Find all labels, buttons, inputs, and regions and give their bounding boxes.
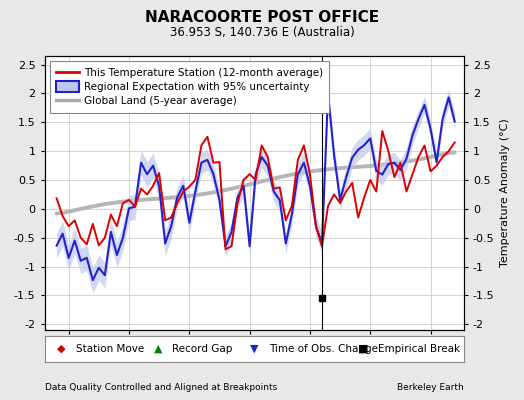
- Text: Station Move: Station Move: [76, 344, 144, 354]
- Y-axis label: Temperature Anomaly (°C): Temperature Anomaly (°C): [500, 119, 510, 267]
- Text: NARACOORTE POST OFFICE: NARACOORTE POST OFFICE: [145, 10, 379, 25]
- Text: 36.953 S, 140.736 E (Australia): 36.953 S, 140.736 E (Australia): [170, 26, 354, 39]
- Text: ▲: ▲: [154, 344, 162, 354]
- Text: ■: ■: [358, 344, 368, 354]
- Text: Record Gap: Record Gap: [172, 344, 233, 354]
- Text: Berkeley Earth: Berkeley Earth: [397, 383, 464, 392]
- Legend: This Temperature Station (12-month average), Regional Expectation with 95% uncer: This Temperature Station (12-month avera…: [50, 61, 330, 112]
- Text: Time of Obs. Change: Time of Obs. Change: [269, 344, 378, 354]
- Text: Empirical Break: Empirical Break: [378, 344, 460, 354]
- Text: ▼: ▼: [250, 344, 258, 354]
- Text: ◆: ◆: [57, 344, 66, 354]
- Text: Data Quality Controlled and Aligned at Breakpoints: Data Quality Controlled and Aligned at B…: [45, 383, 277, 392]
